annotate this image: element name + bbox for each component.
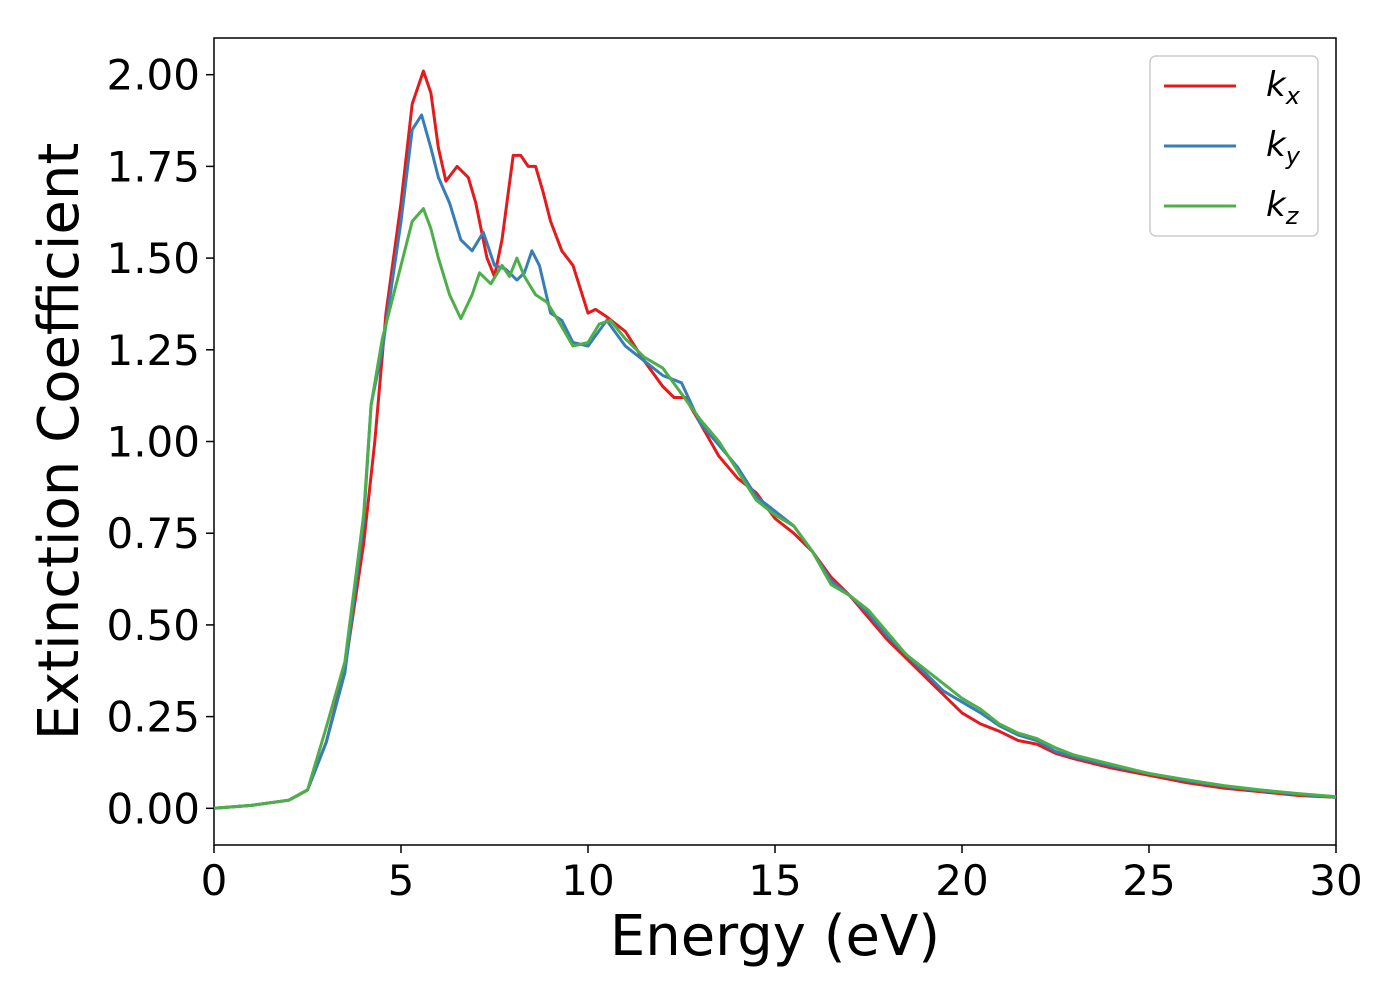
y-tick-label: 0.00 xyxy=(106,784,200,833)
y-tick-label: 1.25 xyxy=(106,326,200,375)
x-tick-label: 10 xyxy=(561,856,614,905)
y-tick-label: 1.50 xyxy=(106,234,200,283)
x-tick-label: 25 xyxy=(1122,856,1175,905)
legend-label-main: k xyxy=(1266,65,1287,105)
y-tick-label: 1.00 xyxy=(106,418,200,467)
x-axis-ticks: 0 5 10 15 20 25 30 xyxy=(201,845,1363,905)
legend-label-subscript: x xyxy=(1285,82,1301,110)
y-tick-label: 0.75 xyxy=(106,509,200,558)
y-tick-label: 0.50 xyxy=(106,601,200,650)
y-tick-label: 1.75 xyxy=(106,142,200,191)
x-tick-label: 20 xyxy=(935,856,988,905)
y-tick-label: 0.25 xyxy=(106,693,200,742)
y-axis-ticks: 0.00 0.25 0.50 0.75 1.00 1.25 1.50 1.75 2.00 xyxy=(106,51,214,833)
series-line-ky xyxy=(213,113,1337,810)
x-tick-label: 30 xyxy=(1309,856,1362,905)
legend-label-ky: ky xyxy=(1266,125,1301,170)
legend-label-main: k xyxy=(1266,125,1287,165)
series-group xyxy=(213,69,1337,810)
legend-label-kx: kx xyxy=(1266,65,1301,110)
legend-label-main: k xyxy=(1266,185,1287,225)
legend-label-subscript: z xyxy=(1285,202,1300,230)
x-tick-label: 5 xyxy=(388,856,415,905)
legend-label-subscript: y xyxy=(1285,142,1301,170)
x-axis-label: Energy (eV) xyxy=(610,904,940,969)
y-axis-label: Extinction Coefficient xyxy=(27,143,92,741)
series-line-kz xyxy=(213,207,1337,810)
y-tick-label: 2.00 xyxy=(106,51,200,100)
x-tick-label: 15 xyxy=(748,856,801,905)
x-tick-label: 0 xyxy=(201,856,228,905)
legend-label-kz: kz xyxy=(1266,185,1300,230)
series-line-kx xyxy=(213,69,1337,810)
